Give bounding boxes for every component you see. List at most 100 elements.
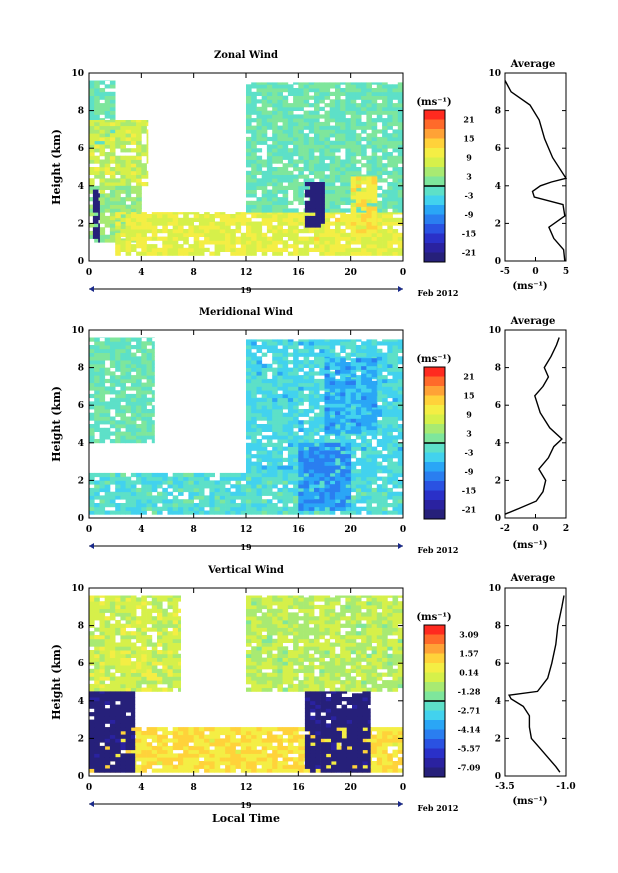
heatmap-cell [350,422,357,427]
heatmap-cell [350,236,357,241]
heatmap-cell [303,378,310,384]
heatmap-cell [335,369,341,374]
heatmap-cell [89,185,95,190]
heatmap-cell [146,409,153,414]
heatmap-cell [146,416,153,421]
heatmap-cell [130,386,137,391]
heatmap-cell [99,129,106,134]
heatmap-cell [329,510,336,515]
heatmap-cell [397,446,404,451]
heatmap-cell [308,506,315,511]
heatmap-cell [178,620,181,625]
heatmap-cell [287,208,294,213]
heatmap-cell [382,382,388,387]
heatmap-cell [287,480,294,485]
heatmap-cell [198,506,205,511]
heatmap-cell [99,178,106,183]
heatmap-cell [335,476,341,481]
heatmap-cell [172,506,179,511]
heatmap-cell [319,371,325,376]
heatmap-cell [366,176,372,181]
heatmap-cell [261,465,268,470]
heatmap-cell [115,341,121,346]
heatmap-cell [261,140,268,145]
heatmap-cell [308,461,315,466]
heatmap-cell [340,442,346,447]
heatmap-cell [335,200,341,205]
heatmap-cell [345,418,351,423]
heatmap-cell [387,103,393,108]
heatmap-cell [94,506,100,511]
heatmap-cell [310,215,316,221]
heatmap-cell [104,125,111,130]
heatmap-cell [240,247,247,252]
heatmap-cell [162,503,168,508]
heatmap-cell [366,88,372,93]
heatmap-cell [371,148,378,153]
heatmap-cell [397,401,404,406]
heatmap-cell [162,638,168,643]
heatmap-cell [324,125,331,130]
heatmap-cell [125,612,132,617]
heatmap-cell [146,638,153,643]
heatmap-cell [251,159,257,164]
heatmap-cell [136,503,142,508]
heatmap-cell [366,491,372,496]
heatmap-cell [125,247,132,252]
heatmap-cell [308,229,315,234]
heatmap-cell [303,152,310,157]
heatmap-cell [387,461,393,466]
heatmap-cell [162,653,168,658]
heatmap-cell [141,495,147,500]
heatmap-cell [167,476,174,481]
heatmap-cell [136,371,142,376]
heatmap-cell [162,472,168,478]
heatmap-cell [335,450,341,455]
heatmap-cell [376,88,383,93]
heatmap-cell [136,386,142,391]
heatmap-cell [303,140,310,145]
heatmap-cell [340,182,346,187]
heatmap-cell [120,631,126,636]
heatmap-cell [329,348,336,353]
heatmap-cell [115,393,121,399]
heatmap-cell [315,197,321,202]
heatmap-cell [376,431,383,436]
heatmap-cell [366,114,372,119]
heatmap-cell [350,506,357,511]
heatmap-cell [235,506,242,511]
heatmap-cell [350,418,357,423]
heatmap-cell [272,412,278,417]
heatmap-cell [214,244,221,249]
heatmap-cell [329,352,336,357]
heatmap-cell [120,240,126,245]
heatmap-cell [304,204,311,209]
heatmap-cell [256,167,263,172]
heatmap-cell [382,469,388,474]
heatmap-cell [387,367,393,372]
heatmap-cell [366,163,372,168]
heatmap-cell [266,189,273,194]
heatmap-cell [162,672,168,677]
heatmap-cell [293,442,299,447]
heatmap-cell [141,247,147,252]
heatmap-cell [319,136,325,142]
heatmap-cell [387,457,393,462]
heatmap-cell [293,491,299,496]
heatmap-cell [329,125,336,130]
heatmap-cell [115,352,121,357]
heatmap-cell [308,129,315,134]
heatmap-cell [345,454,351,459]
heatmap-cell [115,144,121,149]
heatmap-cell [157,612,163,617]
heatmap-cell [361,225,367,230]
heatmap-cell [324,129,331,134]
heatmap-cell [324,82,331,85]
heatmap-cell [382,236,388,241]
heatmap-cell [350,484,357,489]
heatmap-cell [382,439,388,444]
heatmap-cell [94,80,100,85]
heatmap-cell [366,125,372,130]
heatmap-cell [115,401,121,406]
heatmap-cell [214,251,221,256]
